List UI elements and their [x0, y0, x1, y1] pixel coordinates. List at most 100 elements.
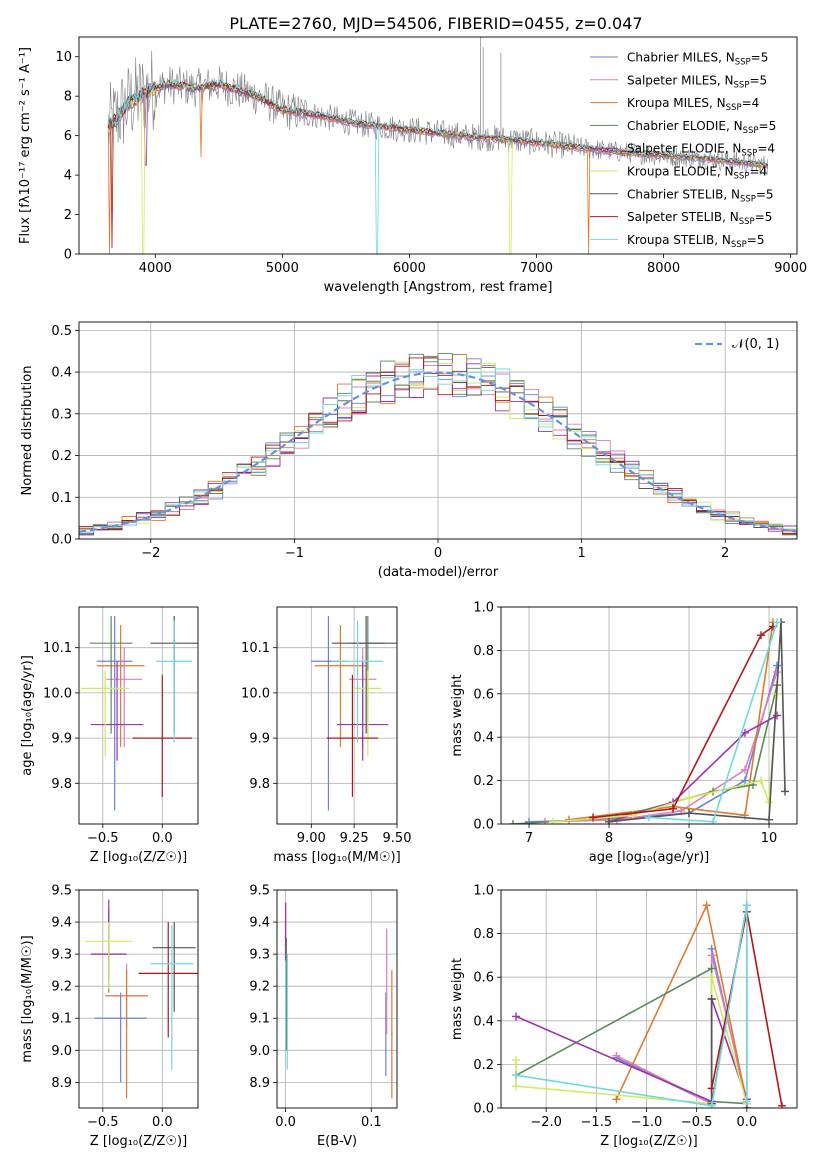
legend-tail: =4	[742, 96, 760, 110]
y-tick-label: 0.5	[51, 324, 72, 339]
x-tick-label: 0.0	[152, 1115, 173, 1130]
axes-frame	[78, 606, 199, 825]
axes-frame	[78, 889, 199, 1109]
weight-marker	[612, 1051, 621, 1060]
legend-subscript: SSP	[726, 103, 742, 113]
weight-marker	[702, 901, 711, 910]
error-point-chabrier-stelib	[152, 922, 196, 1012]
grid	[79, 607, 198, 824]
legend-tail: =5	[751, 51, 769, 65]
legend-tail: =5	[747, 233, 765, 247]
legend-label: Kroupa ELODIE, N	[627, 165, 734, 179]
y-tick-label: 9.4	[51, 916, 72, 931]
weight-marker	[707, 1101, 716, 1108]
legend-entry: Salpeter ELODIE, NSSP=4	[627, 142, 775, 159]
y-tick-label: 9.3	[51, 948, 72, 963]
x-tick-label: 9	[685, 831, 693, 846]
weight-marker	[709, 817, 717, 824]
x-tick-label: 10	[761, 831, 778, 846]
y-tick-label: 4	[64, 169, 72, 184]
grid	[277, 607, 398, 824]
weight-marker	[742, 901, 751, 910]
weight-marker	[765, 798, 773, 807]
weight-marker	[741, 765, 749, 774]
legend-subscript: SSP	[731, 240, 747, 250]
x-tick-label: 6000	[393, 261, 426, 276]
legend-label: Salpeter ELODIE, N	[627, 142, 741, 156]
legend-entry: Salpeter STELIB, NSSP=5	[627, 210, 772, 227]
y-tick-label: 9.0	[51, 1044, 72, 1059]
weight-series-kroupa-stelib	[645, 618, 781, 824]
weight-marker	[765, 815, 773, 824]
x-axis-label: age [log₁₀(age/yr)]	[589, 850, 710, 865]
legend-subscript: SSP	[735, 58, 751, 68]
normal-curve	[79, 371, 797, 533]
x-tick-label: −1.0	[631, 1115, 663, 1130]
y-axis-label: Flux [fλ10⁻¹⁷ erg cm⁻² s⁻¹ A⁻¹]	[18, 47, 33, 244]
x-tick-label: 8	[605, 831, 613, 846]
y-tick-label: 9.9	[249, 732, 270, 747]
y-axis-label: mass weight	[450, 958, 465, 1040]
mass-vs-metallicity-panel: −0.5 0.0 8.9 9.0 9.1 9.2 9.3 9.4 9.5 Z [log₁₀(Z/Z…	[20, 884, 199, 1149]
error-point-salpeter-miles	[106, 647, 143, 748]
weight-series-salpeter-miles	[612, 951, 751, 1108]
y-axis-label: age [log₁₀(age/yr)]	[20, 655, 35, 776]
weight-series-chabrier-elodie	[509, 681, 781, 824]
y-tick-label: 0.3	[51, 407, 72, 422]
y-tick-label: 0.8	[473, 927, 494, 942]
x-tick-label: 2	[721, 546, 729, 561]
weight-line	[616, 955, 748, 1105]
x-tick-label: 9.25	[340, 831, 369, 846]
y-tick-label: 2	[64, 208, 72, 223]
error-point-chabrier-miles	[96, 616, 133, 811]
y-tick-label: 9.5	[249, 884, 270, 899]
y-tick-label: 8.9	[51, 1076, 72, 1091]
legend-entry: Kroupa MILES, NSSP=4	[627, 96, 759, 113]
x-tick-label: 9.50	[383, 831, 412, 846]
residuals-histogram-panel: −2 −1 0 1 2 0.0 0.1 0.2 0.3 0.4 0.5 (data-model)/er…	[20, 321, 798, 580]
y-tick-label: 10.0	[43, 686, 72, 701]
weight-marker	[773, 618, 781, 627]
x-tick-label: 8000	[647, 261, 680, 276]
legend-tail: =4	[749, 165, 767, 179]
weight-line	[568, 622, 774, 821]
weight-marker	[685, 793, 693, 802]
plot-area	[84, 899, 198, 1099]
weight-marker	[707, 995, 716, 1003]
error-point-chabrier-elodie	[89, 616, 133, 734]
error-point-kroupa-miles	[391, 970, 393, 1099]
weight-marker	[707, 973, 716, 982]
grid	[501, 606, 797, 825]
error-point-kroupa-stelib	[156, 620, 193, 743]
x-tick-label: 0.0	[152, 831, 173, 846]
y-axis-label: mass [log₁₀(M/M☉)]	[20, 935, 35, 1062]
y-tick-label: 10.0	[241, 686, 270, 701]
legend-label: Chabrier ELODIE, N	[627, 119, 743, 133]
weight-marker	[512, 1071, 521, 1080]
plot-area	[509, 618, 789, 824]
weight-marker	[773, 668, 781, 677]
y-tick-label: 0.4	[51, 366, 72, 381]
weight-line	[592, 625, 774, 819]
weight-series-salpeter-miles	[541, 668, 781, 824]
weight-line	[616, 948, 748, 1105]
axes-frame	[500, 606, 798, 825]
y-tick-label: 1.0	[473, 884, 494, 899]
legend-entry: Salpeter MILES, NSSP=5	[627, 73, 767, 90]
y-tick-label: 0	[64, 248, 72, 263]
normal-legend-label: 𝒩(0, 1)	[732, 337, 779, 352]
x-tick-label: −1	[285, 546, 304, 561]
weight-marker	[669, 804, 677, 813]
weight-marker	[509, 820, 517, 824]
x-tick-label: 0.0	[736, 1115, 757, 1130]
y-tick-label: 9.4	[249, 916, 270, 931]
weight-marker	[707, 964, 716, 973]
y-tick-label: 0.2	[473, 1058, 494, 1073]
axes-frame	[78, 321, 798, 540]
error-point-salpeter-elodie	[337, 661, 389, 761]
error-point-salpeter-stelib	[138, 922, 198, 1038]
y-tick-label: 9.3	[249, 948, 270, 963]
x-axis-label: Z [log₁₀(Z/Z☉)]	[90, 1134, 187, 1149]
x-axis-label: wavelength [Angstrom, rest frame]	[324, 280, 553, 295]
